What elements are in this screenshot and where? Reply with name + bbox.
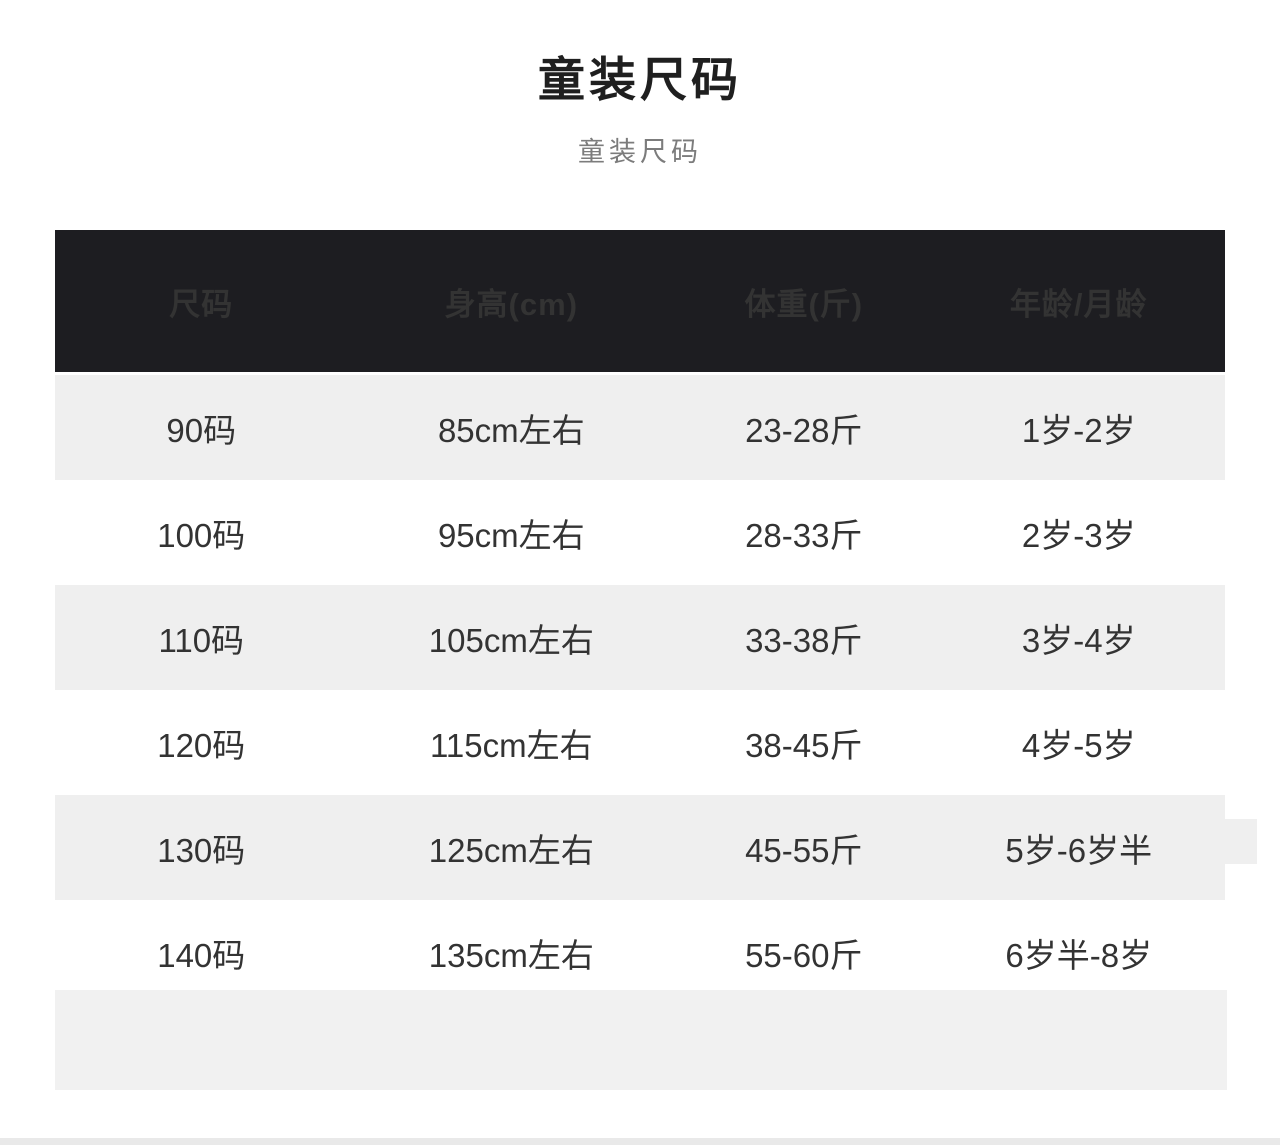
cell-height: 125cm左右 bbox=[428, 831, 594, 869]
header-age: 年龄/月龄 bbox=[1009, 286, 1148, 322]
cell-weight: 45-55斤 bbox=[745, 831, 863, 869]
cell-height: 85cm左右 bbox=[437, 411, 585, 449]
cell-size: 140码 bbox=[157, 936, 246, 974]
table-row: 140码 135cm左右 55-60斤 6岁半-8岁 bbox=[55, 900, 1225, 1005]
size-table: 尺码 身高(cm) 体重(斤) 年龄/月龄 90码 85cm左右 23-28斤 … bbox=[55, 230, 1257, 1005]
bottom-divider bbox=[0, 1138, 1280, 1145]
cell-height: 115cm左右 bbox=[429, 726, 593, 764]
page-title: 童装尺码 bbox=[538, 53, 742, 106]
table-row: 110码 105cm左右 33-38斤 3岁-4岁 bbox=[55, 585, 1225, 690]
cell-height: 95cm左右 bbox=[437, 516, 585, 554]
cell-size: 130码 bbox=[157, 831, 246, 869]
header-weight: 体重(斤) bbox=[744, 286, 864, 322]
table-header-row: 尺码 身高(cm) 体重(斤) 年龄/月龄 bbox=[55, 230, 1225, 372]
cell-weight: 28-33斤 bbox=[745, 516, 863, 554]
table-row: 120码 115cm左右 38-45斤 4岁-5岁 bbox=[55, 690, 1225, 795]
cell-height: 105cm左右 bbox=[428, 621, 594, 659]
page-subtitle: 童装尺码 bbox=[578, 137, 702, 167]
cell-size: 100码 bbox=[157, 516, 246, 554]
header-height: 身高(cm) bbox=[444, 286, 579, 322]
empty-table-band bbox=[55, 990, 1227, 1090]
cell-weight: 33-38斤 bbox=[745, 621, 863, 659]
cell-weight: 38-45斤 bbox=[745, 726, 863, 764]
cell-age: 1岁-2岁 bbox=[1021, 411, 1136, 449]
row-edge-tab bbox=[1225, 819, 1257, 864]
cell-age: 6岁半-8岁 bbox=[1005, 936, 1153, 974]
cell-height: 135cm左右 bbox=[428, 936, 594, 974]
cell-size: 90码 bbox=[166, 411, 237, 449]
table-row: 130码 125cm左右 45-55斤 5岁-6岁半 bbox=[55, 795, 1257, 900]
header-size: 尺码 bbox=[169, 286, 234, 322]
cell-weight: 55-60斤 bbox=[745, 936, 863, 974]
cell-age: 2岁-3岁 bbox=[1021, 516, 1136, 554]
cell-age: 4岁-5岁 bbox=[1021, 726, 1136, 764]
cell-size: 110码 bbox=[158, 621, 245, 659]
cell-age: 5岁-6岁半 bbox=[1005, 831, 1153, 869]
cell-weight: 23-28斤 bbox=[745, 411, 863, 449]
cell-size: 120码 bbox=[157, 726, 246, 764]
table-row: 100码 95cm左右 28-33斤 2岁-3岁 bbox=[55, 480, 1225, 585]
cell-age: 3岁-4岁 bbox=[1021, 621, 1136, 659]
table-row: 90码 85cm左右 23-28斤 1岁-2岁 bbox=[55, 375, 1225, 480]
